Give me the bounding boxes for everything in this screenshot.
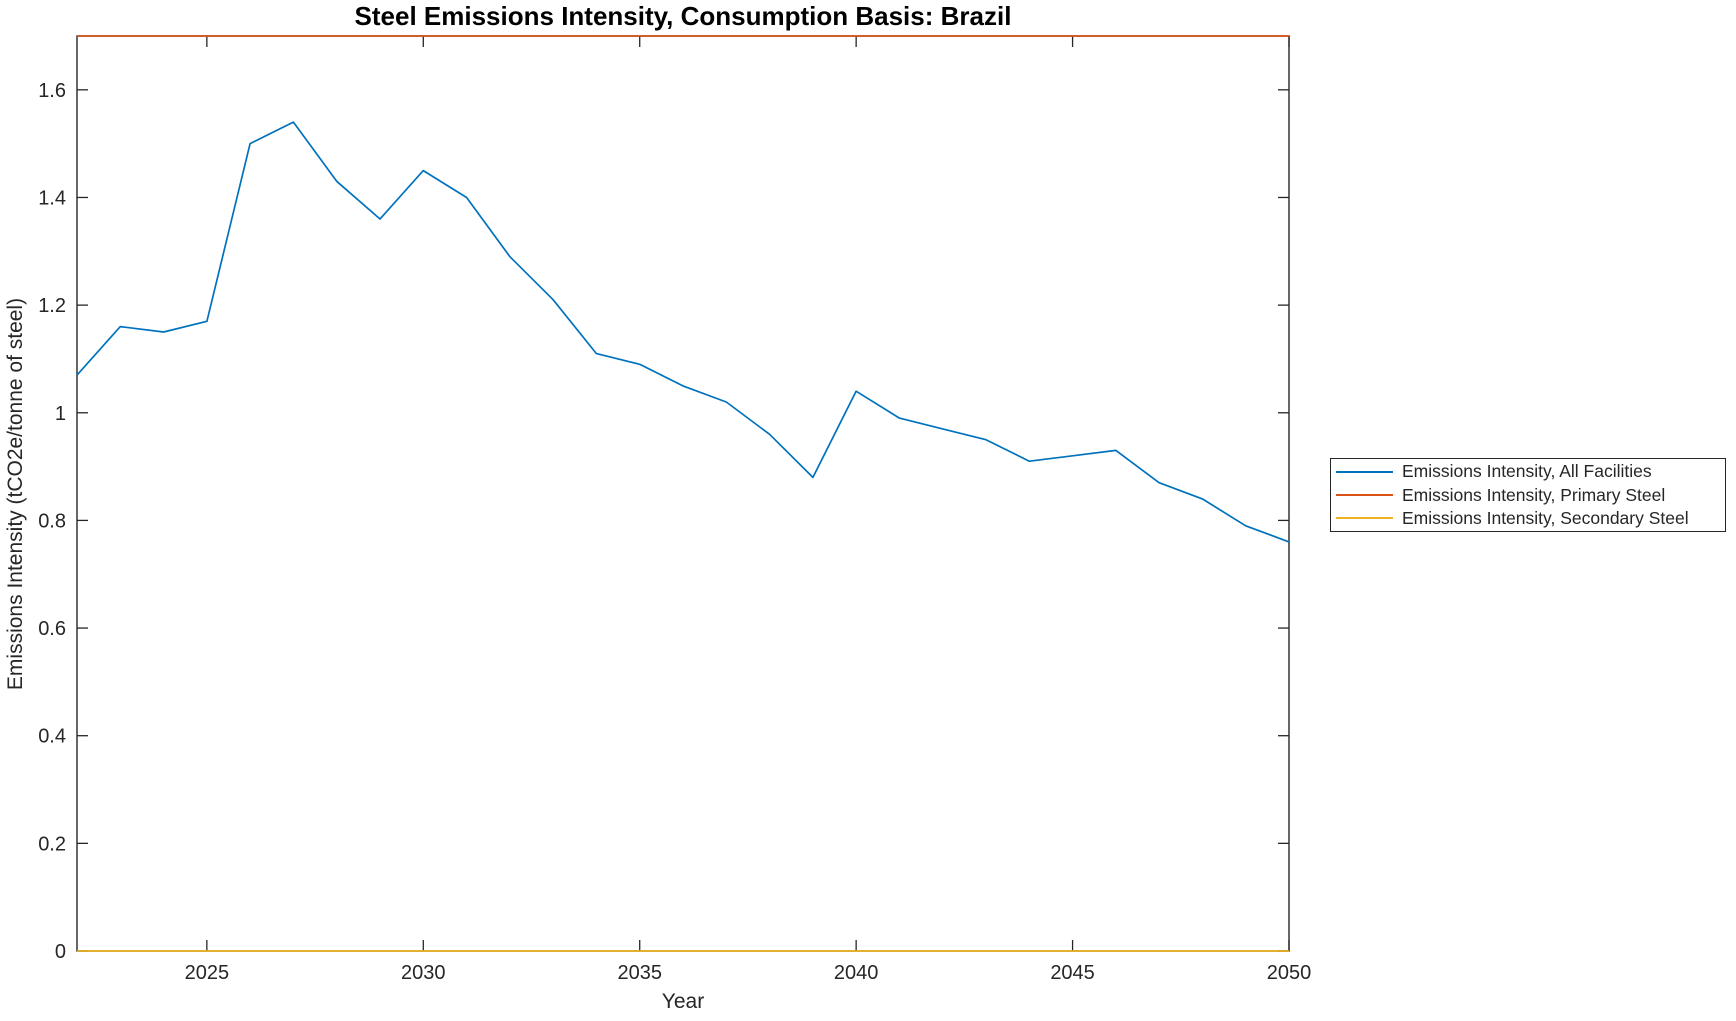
legend-line-sample-secondary-steel <box>1336 517 1393 520</box>
legend-entry-label: Emissions Intensity, Secondary Steel <box>1402 507 1689 528</box>
legend-entry-label: Emissions Intensity, All Facilities <box>1402 461 1652 482</box>
y-tick-label: 1.4 <box>38 187 66 209</box>
legend-entry-label: Emissions Intensity, Primary Steel <box>1402 484 1666 505</box>
x-tick-label: 2050 <box>1267 962 1312 984</box>
x-tick-label: 2040 <box>834 962 879 984</box>
legend-line-sample-all-facilities <box>1336 470 1393 473</box>
y-tick-label: 0 <box>55 941 66 963</box>
x-tick-label: 2030 <box>401 962 446 984</box>
legend-line-sample-primary-steel <box>1336 494 1393 496</box>
x-tick-label: 2035 <box>617 962 662 984</box>
plot-area: 2025 2030 2035 2040 2045 2050 0 0.2 0.4 0.6 0.8 1 1.… <box>38 35 1312 984</box>
y-tick-label: 0.8 <box>38 510 66 532</box>
x-tick-label: 2025 <box>185 962 230 984</box>
x-tick-label: 2045 <box>1050 962 1095 984</box>
x-axis-label: Year <box>662 990 704 1013</box>
y-tick-label: 0.4 <box>38 726 66 748</box>
y-tick-label: 1.2 <box>38 295 66 317</box>
axes-box <box>76 35 1290 952</box>
y-tick-label: 0.6 <box>38 618 66 640</box>
series-line-emissions-intensity-all-facilities <box>76 121 1290 543</box>
y-tick-label: 0.2 <box>38 833 66 855</box>
chart-title: Steel Emissions Intensity, Consumption B… <box>355 1 1012 31</box>
legend: Emissions Intensity, All Facilities Emis… <box>1330 458 1726 532</box>
legend-entry: Emissions Intensity, Secondary Steel <box>1331 508 1725 529</box>
legend-entry: Emissions Intensity, All Facilities <box>1331 461 1725 482</box>
y-axis-label: Emissions Intensity (tCO2e/tonne of stee… <box>4 298 27 690</box>
legend-entry: Emissions Intensity, Primary Steel <box>1331 485 1725 506</box>
y-tick-label: 1.6 <box>38 80 66 102</box>
y-tick-label: 1 <box>55 403 66 425</box>
